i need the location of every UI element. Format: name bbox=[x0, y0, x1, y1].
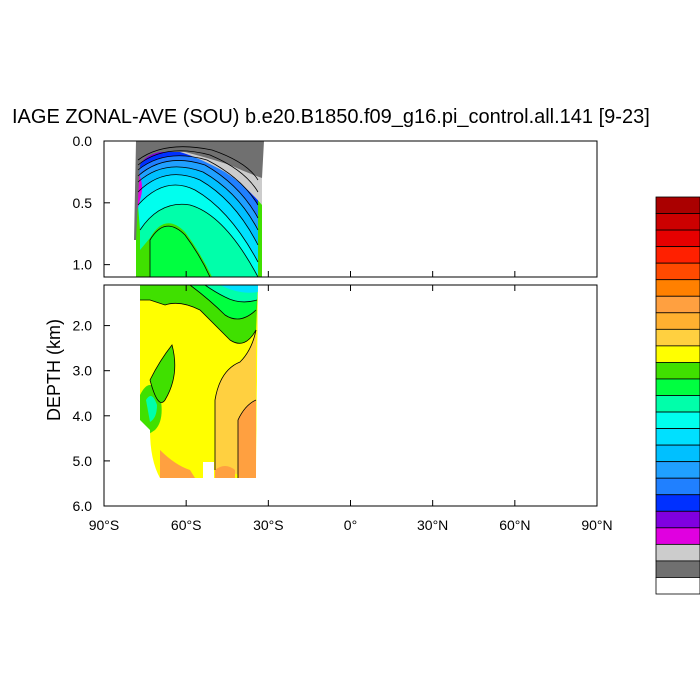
lower-panel-fields bbox=[140, 285, 597, 506]
colorbar-swatch bbox=[655, 262, 700, 281]
y-tick-label-lower: 6.0 bbox=[73, 498, 93, 514]
contour-band-orange-bottom bbox=[160, 450, 195, 478]
colorbar-swatch bbox=[655, 295, 700, 314]
x-tick-label: 0° bbox=[344, 517, 357, 533]
colorbar-swatch bbox=[655, 428, 700, 446]
colorbar-swatch bbox=[655, 411, 700, 429]
colorbar bbox=[655, 196, 700, 595]
x-tick-label: 90°N bbox=[581, 517, 612, 533]
x-tick-label: 90°S bbox=[89, 517, 120, 533]
y-tick-label-lower: 3.0 bbox=[73, 363, 93, 379]
axes: 90°S 60°S 30°S 0° 30°N 60°N 90°N 0.0 0.5 1.0 2.0 3.… bbox=[73, 133, 613, 533]
contour-band-sky bbox=[138, 166, 258, 245]
land-mask-notch bbox=[203, 462, 214, 478]
colorbar-swatch bbox=[655, 213, 700, 231]
colorbar-swatch bbox=[655, 395, 700, 413]
colorbar-swatch bbox=[655, 279, 700, 297]
y-axis-label: DEPTH (km) bbox=[44, 319, 64, 421]
colorbar-swatch bbox=[655, 229, 700, 248]
contour-band-green-deep-mid bbox=[150, 345, 175, 403]
contour-band-cyan bbox=[138, 174, 258, 262]
colorbar-swatch bbox=[655, 328, 700, 347]
colorbar-swatch bbox=[655, 461, 700, 479]
upper-panel-fields bbox=[134, 141, 264, 277]
contour-band-orange-deep bbox=[238, 400, 256, 478]
colorbar-swatch bbox=[655, 312, 700, 330]
chart-title: IAGE ZONAL-AVE (SOU) b.e20.B1850.f09_g16… bbox=[12, 106, 650, 128]
upper-contour-lines bbox=[137, 146, 259, 277]
x-tick-label: 30°S bbox=[253, 517, 284, 533]
x-tick-label: 30°N bbox=[417, 517, 448, 533]
contour-band-teal bbox=[140, 204, 258, 277]
contour-band-cyan-lower bbox=[220, 285, 258, 293]
y-tick-label-upper: 0.0 bbox=[73, 133, 93, 149]
colorbar-swatch bbox=[655, 196, 700, 214]
colorbar-swatch bbox=[655, 362, 700, 380]
colorbar-swatch bbox=[655, 477, 700, 496]
colorbar-swatch bbox=[655, 444, 700, 463]
contour-band-darkgray bbox=[134, 141, 264, 240]
y-tick-label-lower: 5.0 bbox=[73, 453, 93, 469]
y-tick-label-upper: 0.5 bbox=[73, 195, 93, 211]
y-tick-label-lower: 4.0 bbox=[73, 408, 93, 424]
x-tick-label: 60°S bbox=[171, 517, 202, 533]
colorbar-swatch bbox=[655, 527, 700, 545]
colorbar-swatch bbox=[655, 345, 700, 363]
colorbar-swatch bbox=[655, 246, 700, 264]
lower-contour-lines bbox=[140, 285, 258, 478]
contour-band-teal-deep bbox=[146, 396, 157, 422]
y-tick-label-lower: 2.0 bbox=[73, 318, 93, 334]
land-mask-bottom bbox=[140, 285, 597, 506]
y-tick-label-upper: 1.0 bbox=[73, 257, 93, 273]
contour-band-brightgreen-upper bbox=[150, 226, 210, 277]
colorbar-swatch bbox=[655, 560, 700, 578]
contour-band-blue-light bbox=[138, 160, 258, 230]
colorbar-swatch bbox=[655, 378, 700, 396]
colorbar-swatch bbox=[655, 577, 700, 595]
colorbar-swatch bbox=[655, 510, 700, 529]
colorbar-swatch bbox=[655, 543, 700, 562]
contour-band-orange-bottom2 bbox=[215, 466, 235, 478]
colorbar-swatch bbox=[655, 494, 700, 512]
x-tick-label: 60°N bbox=[499, 517, 530, 533]
